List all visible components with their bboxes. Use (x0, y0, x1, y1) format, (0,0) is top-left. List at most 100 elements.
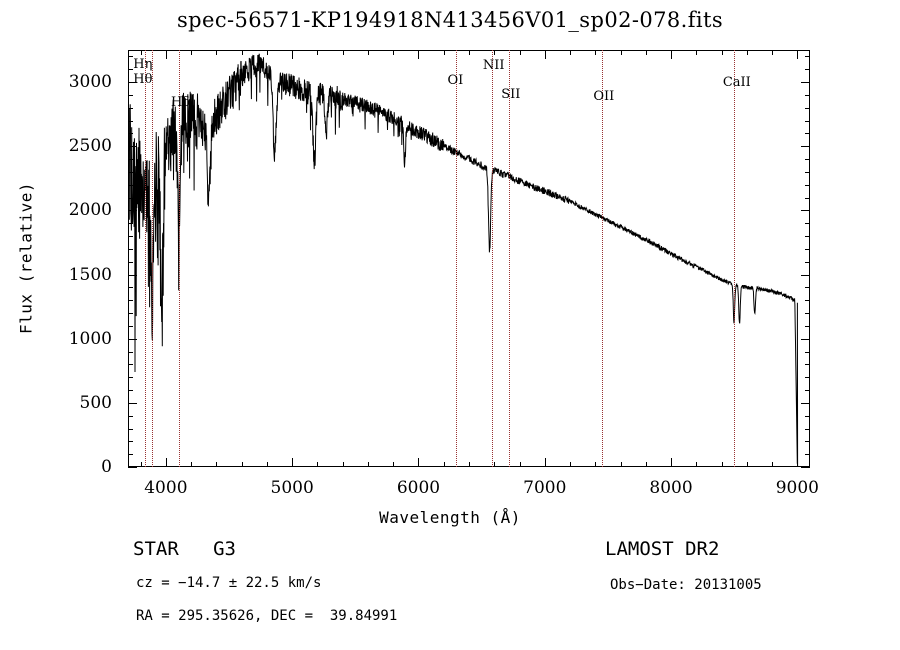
y-tick-right (805, 454, 810, 456)
y-tick (128, 69, 133, 71)
y-tick-right (805, 120, 810, 122)
x-tick-top (393, 50, 395, 55)
footer-obs-date: Obs−Date: 20131005 (610, 577, 762, 593)
y-tick-right (801, 467, 810, 468)
x-tick-minor (620, 462, 622, 467)
x-tick-top (494, 50, 496, 55)
x-tick-minor (367, 462, 369, 467)
x-axis-title: Wavelength (Å) (379, 508, 521, 527)
x-tick-label: 5000 (270, 478, 314, 498)
y-tick (128, 236, 133, 238)
y-tick-right (805, 428, 810, 430)
y-tick (128, 210, 137, 212)
spectral-line-marker (492, 50, 494, 467)
y-tick (128, 197, 133, 199)
x-tick-minor (696, 462, 698, 467)
y-tick-right (805, 441, 810, 443)
x-axis-tick-labels: 4000 5000 6000 7000 8000 9000 (128, 472, 819, 502)
y-tick-right (801, 82, 810, 84)
y-tick (128, 300, 133, 302)
y-tick (128, 171, 133, 173)
y-tick (128, 390, 133, 391)
y-tick-right (805, 171, 810, 173)
y-tick (128, 402, 137, 404)
x-tick-minor (469, 462, 470, 467)
y-tick-right (805, 415, 810, 417)
x-tick-top (519, 50, 521, 55)
x-tick-top (216, 50, 218, 55)
y-tick-label: 2000 (68, 200, 112, 221)
y-tick-label: 1000 (68, 328, 112, 349)
x-tick-minor (570, 462, 572, 467)
y-tick-right (805, 287, 810, 289)
y-tick (128, 287, 133, 289)
y-tick-right (805, 313, 810, 315)
x-tick-minor (241, 462, 243, 467)
y-axis-tick-labels: 0 500 1000 1500 2000 2500 3000 (0, 50, 122, 477)
y-tick-right (805, 56, 810, 58)
y-tick-right (805, 223, 810, 225)
x-tick-top (342, 50, 344, 55)
y-tick-right (805, 351, 810, 353)
x-tick-minor (342, 462, 344, 467)
footer-object-type: STAR G3 (133, 538, 236, 560)
spectral-line-label: CaII (722, 74, 751, 90)
x-tick-top (721, 50, 723, 55)
x-tick-top (570, 50, 572, 55)
y-tick-right (805, 261, 810, 263)
y-tick (128, 146, 137, 148)
x-tick-minor (216, 462, 218, 467)
y-tick-right (805, 236, 810, 238)
x-tick-top (671, 50, 673, 59)
y-tick-right (805, 107, 810, 109)
x-tick-top (620, 50, 622, 55)
footer-coords: RA = 295.35626, DEC = 39.84991 (136, 608, 398, 624)
y-tick (128, 184, 133, 186)
y-tick-label: 3000 (68, 72, 112, 93)
footer-survey: LAMOST DR2 (605, 538, 720, 560)
y-tick-right (805, 325, 810, 327)
x-tick-top (772, 50, 774, 55)
x-tick-top (418, 50, 420, 59)
y-tick-right (805, 94, 810, 96)
spectral-line-marker (508, 50, 510, 467)
y-tick (128, 107, 133, 109)
y-tick (128, 415, 133, 417)
x-tick-top (696, 50, 698, 55)
y-tick (128, 377, 133, 379)
y-tick (128, 94, 133, 96)
y-tick (128, 223, 133, 225)
x-tick-top (544, 50, 546, 59)
y-tick (128, 133, 133, 135)
x-tick-minor (443, 462, 445, 467)
x-tick-label: 6000 (396, 478, 441, 498)
spectral-line-label: NII (482, 57, 505, 73)
spectral-line-label: Hθ (133, 72, 153, 88)
y-tick (128, 274, 137, 276)
x-tick-top (645, 50, 647, 55)
y-tick (128, 454, 133, 456)
spectral-line-marker (145, 50, 147, 467)
x-tick-top (469, 50, 470, 55)
x-tick-minor (292, 458, 294, 467)
x-tick-label: 7000 (523, 478, 567, 498)
y-tick-right (801, 146, 810, 148)
y-tick (128, 248, 133, 250)
y-tick-label: 0 (101, 457, 112, 477)
y-tick (128, 351, 133, 353)
y-tick-right (805, 390, 810, 391)
y-tick (128, 82, 137, 84)
y-tick (128, 261, 133, 263)
spectral-line-marker (733, 50, 735, 467)
x-tick-minor (797, 458, 799, 467)
x-tick-top (266, 50, 268, 55)
x-tick-top (443, 50, 445, 55)
x-tick-minor (645, 462, 647, 467)
plot-area: Hη Hθ Hδ OI NII SII OII CaII (128, 50, 810, 468)
x-tick-minor (393, 462, 395, 467)
y-tick-right (805, 69, 810, 71)
x-tick-top (746, 50, 748, 55)
x-tick-minor (418, 458, 420, 467)
y-tick (128, 467, 137, 468)
